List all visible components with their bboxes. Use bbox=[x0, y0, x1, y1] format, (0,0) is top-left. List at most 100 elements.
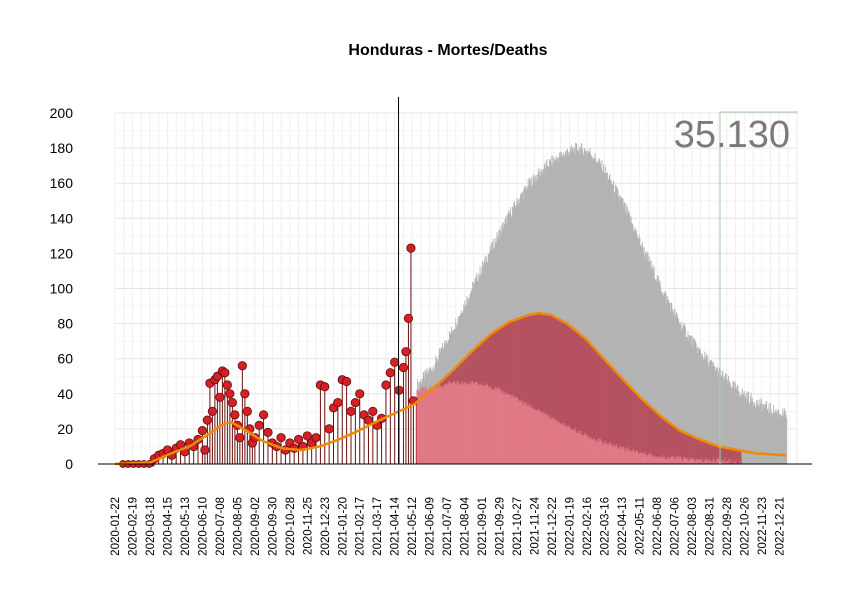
forecast-upper-bar bbox=[685, 337, 687, 464]
forecast-central-bar bbox=[507, 323, 509, 464]
forecast-lower-bar bbox=[666, 459, 668, 464]
forecast-central-bar bbox=[638, 395, 640, 464]
forecast-lower-bar bbox=[460, 381, 462, 464]
forecast-lower-bar bbox=[646, 454, 648, 464]
forecast-central-bar bbox=[527, 315, 529, 464]
forecast-central-bar bbox=[603, 358, 605, 464]
forecast-central-bar bbox=[686, 433, 688, 464]
forecast-lower-bar bbox=[565, 425, 567, 464]
observed-point bbox=[401, 347, 411, 357]
forecast-central-bar bbox=[671, 424, 673, 464]
forecast-upper-bar bbox=[618, 195, 620, 464]
forecast-lower-bar bbox=[522, 403, 524, 464]
forecast-lower-bar bbox=[677, 456, 679, 464]
forecast-upper-bar bbox=[716, 367, 718, 464]
forecast-central-bar bbox=[522, 317, 523, 464]
forecast-lower-bar bbox=[498, 388, 500, 464]
forecast-upper-bar bbox=[667, 299, 669, 464]
forecast-central-bar bbox=[544, 313, 546, 464]
forecast-central-bar bbox=[677, 428, 679, 464]
forecast-central-bar bbox=[684, 432, 686, 464]
forecast-upper-bar bbox=[678, 322, 680, 464]
forecast-central-bar bbox=[601, 355, 603, 464]
forecast-central-bar bbox=[720, 446, 722, 464]
forecast-central-bar bbox=[730, 448, 732, 464]
forecast-upper-bar bbox=[688, 335, 690, 464]
forecast-lower-bar bbox=[646, 456, 648, 464]
forecast-central-bar bbox=[588, 341, 590, 464]
forecast-central-bar bbox=[648, 404, 650, 464]
forecast-central-bar bbox=[540, 313, 542, 464]
forecast-lower-bar bbox=[422, 386, 424, 464]
forecast-lower-bar bbox=[430, 387, 432, 464]
forecast-upper-bar bbox=[784, 410, 786, 464]
forecast-central-bar bbox=[559, 319, 561, 464]
forecast-central-bar bbox=[652, 408, 654, 464]
forecast-lower-bar bbox=[651, 455, 653, 464]
forecast-lower-bar bbox=[457, 384, 459, 464]
x-tick-label: 2021-09-29 bbox=[495, 497, 507, 556]
forecast-lower-bar bbox=[430, 388, 432, 464]
forecast-central-bar bbox=[660, 416, 662, 464]
forecast-upper-bar bbox=[721, 375, 723, 464]
forecast-upper-bar bbox=[769, 412, 771, 464]
observed-point bbox=[242, 406, 252, 416]
forecast-central-bar bbox=[656, 412, 658, 464]
x-tick-label: 2020-06-10 bbox=[197, 497, 209, 556]
forecast-upper-bar bbox=[689, 335, 691, 464]
x-tick-label: 2021-12-22 bbox=[547, 497, 559, 556]
forecast-lower-bar bbox=[738, 462, 739, 464]
forecast-central-bar bbox=[598, 353, 600, 464]
forecast-central-bar bbox=[571, 327, 573, 464]
forecast-lower-bar bbox=[437, 388, 439, 464]
forecast-lower-bar bbox=[680, 457, 681, 464]
forecast-lower-bar bbox=[617, 449, 619, 464]
forecast-lower-bar bbox=[425, 388, 427, 464]
forecast-lower-bar bbox=[454, 380, 455, 464]
forecast-lower-bar bbox=[520, 400, 522, 464]
forecast-lower-bar bbox=[562, 425, 563, 464]
forecast-lower-bar bbox=[645, 456, 647, 464]
forecast-lower-bar bbox=[585, 433, 587, 464]
observed-point bbox=[350, 397, 360, 408]
y-tick-label: 160 bbox=[50, 175, 74, 191]
forecast-lower-bar bbox=[576, 433, 578, 464]
forecast-lower-bar bbox=[568, 426, 570, 464]
forecast-central-bar bbox=[693, 436, 695, 464]
forecast-central-bar bbox=[738, 449, 739, 464]
forecast-central-bar bbox=[615, 370, 617, 464]
forecast-upper-bar bbox=[572, 146, 574, 464]
forecast-upper-bar bbox=[686, 337, 688, 464]
x-tick-label: 2020-05-13 bbox=[180, 497, 192, 556]
forecast-central-bar bbox=[569, 325, 571, 464]
forecast-upper-bar bbox=[727, 383, 729, 464]
forecast-upper-bar bbox=[657, 282, 659, 464]
forecast-lower-bar bbox=[734, 461, 736, 464]
forecast-central-bar bbox=[618, 374, 620, 464]
forecast-lower-bar bbox=[713, 457, 715, 464]
forecast-central-bar bbox=[728, 448, 730, 464]
forecast-lower-bar bbox=[699, 459, 701, 464]
forecast-lower-bar bbox=[420, 387, 422, 464]
forecast-lower-bar bbox=[592, 438, 594, 464]
forecast-central-bar bbox=[518, 318, 520, 464]
forecast-central-bar bbox=[721, 446, 723, 464]
forecast-lower-bar bbox=[460, 385, 462, 464]
forecast-lower-bar bbox=[433, 385, 435, 464]
observed-point bbox=[394, 385, 404, 395]
forecast-upper-bar bbox=[591, 159, 593, 464]
forecast-lower-bar bbox=[718, 458, 720, 464]
forecast-upper-bar bbox=[571, 148, 573, 464]
forecast-central-bar bbox=[628, 384, 630, 464]
forecast-upper-bar bbox=[732, 381, 734, 464]
forecast-lower-bar bbox=[613, 443, 615, 464]
forecast-upper-bar bbox=[567, 151, 569, 464]
forecast-lower-bar bbox=[714, 462, 716, 464]
observed-point bbox=[258, 410, 269, 420]
forecast-central-bar bbox=[639, 396, 641, 464]
forecast-lower-bar bbox=[492, 387, 494, 464]
forecast-central-bar bbox=[718, 446, 720, 464]
forecast-upper-bar bbox=[652, 264, 654, 464]
forecast-central-bar bbox=[679, 430, 681, 464]
forecast-lower-bar bbox=[716, 459, 718, 464]
